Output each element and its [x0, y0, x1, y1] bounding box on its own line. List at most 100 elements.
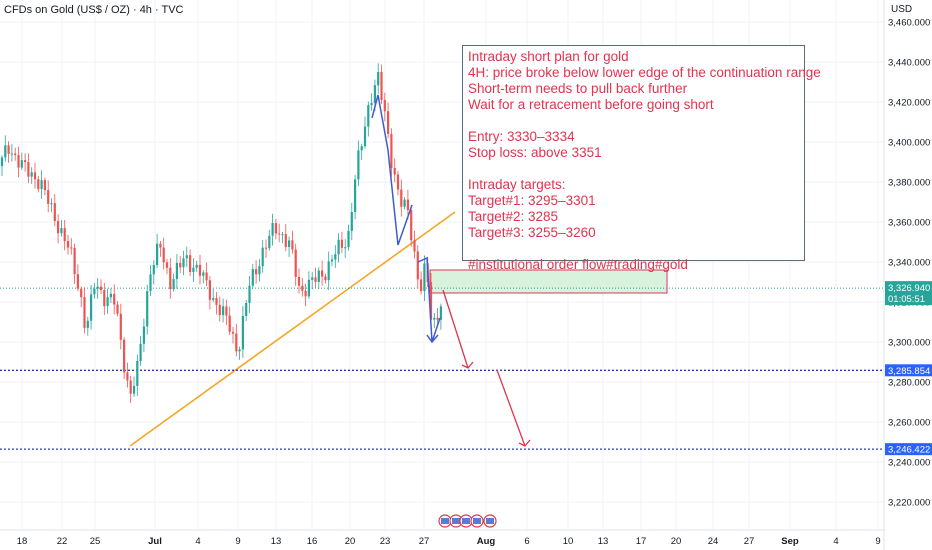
candle-body [80, 288, 83, 298]
candle-body [393, 167, 396, 175]
horizontal-levels [0, 369, 884, 450]
candle-body [24, 160, 27, 163]
candle-body [99, 286, 103, 291]
candle-body [218, 304, 221, 316]
candle-body [66, 241, 70, 248]
trendline[interactable] [129, 211, 456, 447]
y-tick-label: 3,300.000 [888, 338, 930, 349]
y-tick-label: 3,440.000 [888, 58, 930, 69]
x-tick-label: 9 [235, 536, 240, 547]
candle-body [436, 317, 439, 320]
candle-body [43, 180, 46, 191]
candle-body [238, 349, 241, 352]
note-line: Intraday targets: [468, 177, 566, 192]
currency-label[interactable]: USD [891, 4, 913, 15]
candle-body [235, 333, 238, 352]
candle-body [241, 315, 244, 350]
candle-body [264, 247, 268, 249]
event-markers[interactable] [438, 514, 497, 528]
candle-body [27, 162, 30, 177]
x-tick-label: 13 [271, 536, 282, 547]
candle-body [4, 145, 7, 158]
entry-zone[interactable] [429, 269, 668, 294]
candle-body [410, 210, 413, 241]
note-line: Target#3: 3255–3260 [468, 225, 596, 240]
candle-body [175, 262, 178, 280]
candle-body [215, 298, 218, 305]
y-tick-label: 3,380.000 [888, 178, 930, 189]
candle-body [17, 154, 20, 168]
candle-body [159, 243, 162, 248]
x-tick-label: 23 [380, 536, 391, 547]
candle-body [146, 291, 149, 327]
candle-body [413, 240, 416, 252]
flag-stripes [452, 518, 460, 524]
note-spacer [468, 241, 804, 257]
candle-body [113, 293, 116, 305]
x-tick-label: 10 [563, 536, 574, 547]
candle-body [119, 313, 122, 340]
note-line: Wait for a retracement before going shor… [468, 97, 714, 112]
candle-body [420, 279, 423, 292]
trade-plan-note[interactable]: Intraday short plan for gold 4H: price b… [462, 45, 821, 272]
candle-body [231, 331, 235, 334]
x-tick-label: 22 [57, 536, 68, 547]
level-price-tag [885, 443, 932, 456]
candle-body [271, 223, 274, 236]
candle-body [202, 272, 205, 276]
candle-body [288, 240, 291, 247]
candle-body [0, 157, 4, 166]
candle-body [136, 361, 139, 386]
candle-body [416, 251, 419, 280]
candle-body [251, 269, 254, 286]
candle-body [278, 233, 281, 235]
candle-body [205, 272, 208, 281]
price-scale[interactable]: 3,220.000 3,240.000 3,260.000 3,280.000 3,30… [888, 18, 930, 509]
candle-body [258, 266, 261, 275]
candle-body [212, 298, 215, 300]
countdown-label: 01:05:51 [888, 294, 925, 305]
candle-body [429, 282, 433, 320]
candle-body [317, 270, 320, 282]
note-line: 4H: price broke below lower edge of the … [468, 65, 821, 80]
x-tick-label: Sep [781, 536, 799, 547]
x-tick-label: 18 [17, 536, 28, 547]
candle-body [126, 372, 129, 381]
candle-body [304, 290, 307, 297]
candle-body [245, 302, 248, 316]
candle-body [172, 279, 175, 290]
drawn-down-path[interactable] [371, 94, 413, 246]
note-line: Entry: 3330–3334 [468, 129, 575, 144]
candle-body [294, 249, 297, 277]
time-scale[interactable]: 18 22 25 Jul 4 9 13 16 20 23 27 Aug 6 10 13 17 20 24 27 Sep… [17, 536, 881, 547]
candle-body [367, 105, 370, 127]
note-spacer [468, 161, 804, 177]
candle-body [314, 277, 317, 282]
candle-body [83, 297, 86, 328]
candle-body [347, 230, 350, 248]
candle-body [357, 150, 360, 180]
note-line: Stop loss: above 3351 [468, 145, 602, 160]
candle-body [86, 320, 89, 328]
target-arrow-2[interactable] [496, 369, 526, 447]
note-spacer [468, 113, 804, 129]
candle-body [284, 234, 287, 247]
target-arrow-1[interactable] [442, 289, 469, 369]
candle-body [344, 247, 347, 249]
drawn-down-path-2[interactable] [417, 256, 441, 343]
candle-body [334, 254, 337, 260]
y-tick-label: 3,460.000 [888, 18, 930, 29]
candle-body [192, 267, 195, 272]
candle-body [360, 146, 363, 151]
x-tick-label: 13 [598, 536, 609, 547]
candle-body [185, 255, 188, 259]
x-tick-label: 9 [875, 536, 880, 547]
x-tick-label: 27 [419, 536, 430, 547]
candle-body [33, 172, 37, 180]
candle-body [10, 153, 13, 155]
candle-body [340, 239, 343, 248]
x-tick-label: 16 [307, 536, 318, 547]
candle-body [337, 239, 340, 255]
